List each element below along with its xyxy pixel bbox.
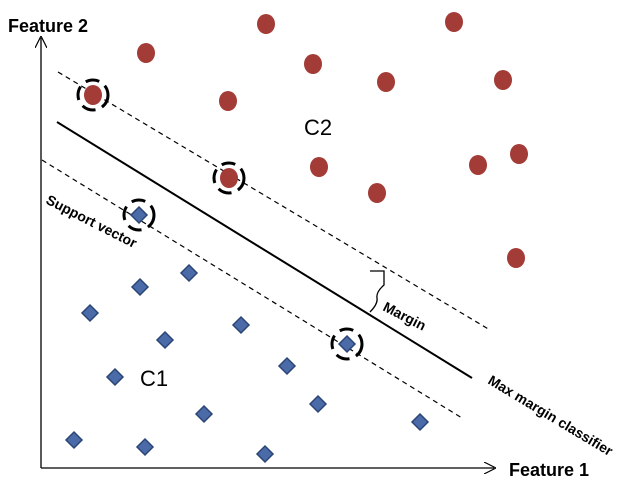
support-vector-rings <box>76 78 364 361</box>
c2-points <box>84 12 528 268</box>
c2-point <box>494 70 512 90</box>
c1-point <box>255 444 275 464</box>
max-margin-classifier-line <box>56 121 473 379</box>
support-vector-ring <box>122 198 156 232</box>
c1-point <box>155 330 175 350</box>
c1-point <box>194 404 214 424</box>
c2-point <box>368 183 386 203</box>
y-axis-label: Feature 2 <box>8 16 88 36</box>
c2-point <box>137 43 155 63</box>
c2-point <box>310 157 328 177</box>
c1-label: C1 <box>140 366 168 391</box>
c2-point <box>257 14 275 34</box>
c2-support-point <box>84 85 102 105</box>
c2-point <box>377 72 395 92</box>
c1-point <box>277 356 297 376</box>
max-margin-classifier-label: Max margin classifier <box>485 372 616 459</box>
c1-support-point <box>129 205 149 225</box>
c1-points <box>64 205 430 464</box>
support-vector-ring <box>212 161 246 195</box>
c2-point <box>507 248 525 268</box>
c1-point <box>308 394 328 414</box>
x-axis-label: Feature 1 <box>509 460 589 480</box>
c2-label: C2 <box>304 115 332 140</box>
c1-point <box>80 303 100 323</box>
margin-line-lower <box>41 159 463 419</box>
c1-point <box>105 367 125 387</box>
support-vector-label: Support vector <box>44 191 140 251</box>
support-vector-ring <box>76 78 110 112</box>
margin-bracket <box>369 270 385 313</box>
c1-point <box>410 412 430 432</box>
c2-point <box>445 12 463 32</box>
margin-line-upper <box>57 71 491 331</box>
c1-point <box>231 315 251 335</box>
c2-support-point <box>220 168 238 188</box>
c1-support-point <box>337 334 357 354</box>
c1-point <box>64 430 84 450</box>
c2-point <box>469 155 487 175</box>
margin-label: Margin <box>381 298 429 333</box>
c2-point <box>510 144 528 164</box>
c2-point <box>219 91 237 111</box>
c2-point <box>304 54 322 74</box>
c1-point <box>135 437 155 457</box>
c1-point <box>130 277 150 297</box>
c1-point <box>179 263 199 283</box>
support-vector-ring <box>330 327 364 361</box>
